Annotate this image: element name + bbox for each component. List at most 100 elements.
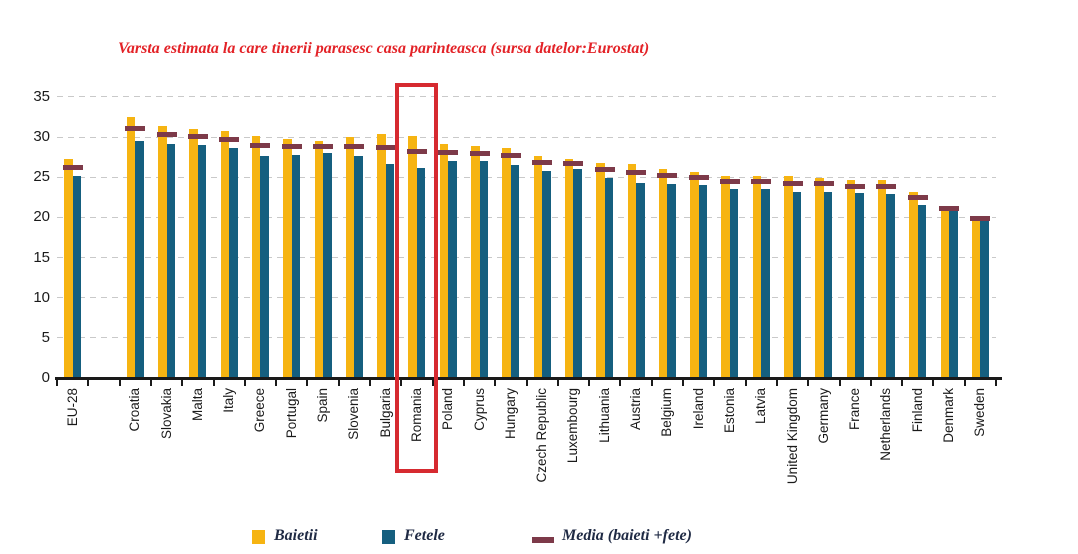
media-marker-austria [626,170,647,176]
bar-fetele-slovakia [166,144,176,378]
x-axis-tick [682,380,684,386]
x-axis-tick [87,380,90,386]
bar-baietii-sweden [971,219,981,378]
bar-baietii-ireland [690,171,699,378]
legend-baietii-swatch [252,530,265,544]
bar-baietii-netherlands [877,180,887,378]
bar-fetele-croatia [135,141,144,378]
y-axis-tick-label: 20 [33,208,50,226]
x-axis-tick [181,380,184,386]
bar-baietii-greece [251,136,261,378]
bar-baietii-portugal [283,138,292,378]
gridline-10 [57,297,996,299]
x-axis-tick [744,380,747,386]
media-marker-germany [813,181,834,187]
bar-baietii-germany [815,178,824,378]
bar-fetele-slovenia [354,156,363,378]
media-marker-latvia [751,179,772,185]
bar-fetele-ireland [698,185,708,378]
x-axis-tick [306,380,309,386]
x-axis-tick [932,380,935,386]
bar-baietii-spain [314,141,324,378]
media-marker-bulgaria [375,145,396,151]
bar-baietii-belgium [658,169,668,378]
media-marker-finland [907,195,928,201]
bar-fetele-lithuania [604,178,614,378]
x-axis-tick [650,380,653,386]
media-marker-denmark [939,205,960,211]
bar-fetele-czech-republic [542,170,551,378]
bar-fetele-latvia [761,189,770,378]
media-marker-italy [219,136,240,142]
y-axis-tick-label: 35 [33,87,50,105]
media-marker-slovenia [344,143,365,149]
bar-fetele-romania [416,167,426,378]
x-axis-tick [588,380,591,386]
x-axis-tick [619,380,622,386]
media-marker-malta [187,134,208,140]
bar-fetele-spain [323,153,332,378]
media-marker-slovakia [156,131,177,137]
media-marker-luxembourg [563,160,584,166]
media-marker-cyprus [469,150,490,156]
y-axis-tick-label: 0 [41,369,50,386]
x-axis-tick [56,380,58,386]
bar-fetele-estonia [729,189,739,378]
bar-baietii-slovenia [345,137,355,378]
x-axis-tick [995,380,997,386]
x-axis-tick [275,380,278,386]
media-marker-croatia [125,126,146,132]
bar-baietii-poland [439,144,449,378]
x-axis-tick [243,380,246,386]
x-axis-tick [400,380,403,386]
gridline-30 [57,136,996,138]
gridline-35 [57,96,996,98]
gridline-25 [57,176,996,178]
media-marker-ireland [688,175,709,181]
bar-fetele-sweden [980,220,989,378]
bar-baietii-finland [909,191,918,378]
highlight-box-romania [395,83,439,473]
x-axis-tick [807,380,810,386]
y-axis-tick-label: 25 [33,168,50,186]
bar-baietii-malta [189,129,198,378]
x-axis-tick [556,380,559,386]
media-marker-estonia [719,179,740,185]
bar-baietii-lithuania [596,162,605,378]
bar-fetele-luxembourg [573,169,582,378]
bar-fetele-denmark [949,210,958,378]
media-marker-romania [406,148,427,154]
legend-baietii-label: Baietii [274,527,318,544]
x-axis-tick [525,380,528,386]
x-axis-tick [869,380,872,386]
media-marker-lithuania [594,167,615,173]
bar-fetele-austria [636,182,645,378]
legend-fetele-swatch [382,530,395,544]
bar-baietii-luxembourg [564,158,574,378]
media-marker-united-kingdom [782,180,803,186]
bar-baietii-eu-28 [64,158,73,378]
media-marker-hungary [500,153,521,159]
x-axis-tick [838,380,841,386]
x-axis-tick [462,380,465,386]
x-axis-tick [713,380,716,386]
bar-fetele-poland [448,161,457,378]
bar-baietii-croatia [126,117,136,378]
media-marker-spain [313,143,334,149]
bar-baietii-france [846,180,856,378]
x-axis-tick [369,380,371,386]
x-axis-tick [149,380,152,386]
bar-baietii-bulgaria [377,133,386,378]
media-marker-poland [438,150,459,156]
bar-baietii-hungary [502,147,511,378]
bar-fetele-united-kingdom [792,191,802,378]
bar-fetele-bulgaria [385,163,395,378]
x-axis-tick [118,380,121,386]
y-axis-tick-label: 10 [33,288,50,306]
chart-title: Varsta estimata la care tinerii parasesc… [118,40,650,57]
legend-media-label: Media (baieti +fete) [562,527,692,544]
bar-fetele-cyprus [479,161,489,378]
bar-baietii-austria [627,164,637,378]
bar-fetele-italy [229,147,238,378]
